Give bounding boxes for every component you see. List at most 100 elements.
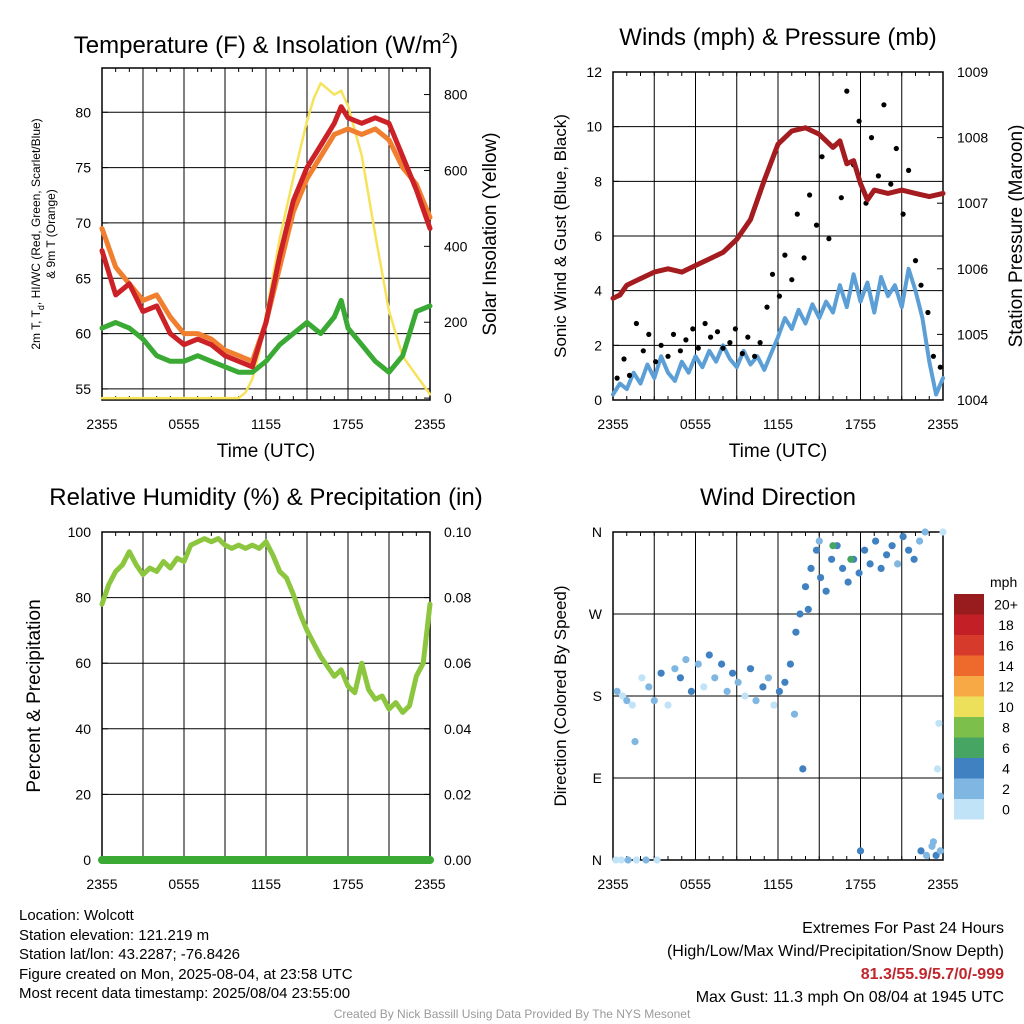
x-tick-label: 1755 (332, 416, 363, 432)
legend-label: 4 (1002, 760, 1010, 776)
x-tick-label: 1755 (332, 876, 363, 892)
y2-tick-label: 1005 (957, 326, 988, 342)
y-tick-label: 80 (75, 104, 91, 120)
gust-point (906, 167, 912, 173)
chart-title: Wind Direction (700, 484, 856, 511)
y-tick-label: 0 (594, 392, 602, 408)
direction-point (734, 678, 742, 686)
series-line-2m-t (99, 104, 433, 370)
direction-point (856, 847, 865, 855)
y-tick-label: 12 (586, 64, 602, 80)
gust-point (918, 282, 924, 288)
y-tick-label: 20 (75, 786, 91, 802)
direction-point (936, 847, 944, 855)
gust-point (640, 348, 646, 354)
direction-point (839, 564, 847, 573)
x-axis-label: Time (UTC) (217, 441, 316, 462)
gust-point (794, 211, 800, 217)
direction-point (792, 628, 800, 636)
series-line-sonic-wind (611, 266, 945, 397)
panel-wind_direction: Wind Direction 2355 0555 1155 1755 2355 N E S W N D… (551, 484, 1018, 892)
y2-tick-label: 1008 (957, 130, 988, 146)
y2-tick-label: 400 (444, 238, 468, 254)
direction-point (711, 674, 719, 682)
direction-point (790, 710, 799, 718)
direction-point (822, 587, 830, 595)
direction-point (815, 537, 823, 545)
direction-point (877, 564, 885, 573)
y2-tick-label: 800 (444, 87, 468, 103)
gust-point (813, 222, 820, 228)
direction-point (676, 674, 685, 682)
y2-tick-label: 0.10 (444, 524, 471, 540)
chart-title-superscript: 2 (442, 30, 450, 47)
direction-point (861, 546, 869, 554)
direction-point (653, 856, 661, 864)
direction-point (759, 683, 767, 691)
direction-point (894, 560, 902, 568)
direction-point (770, 701, 778, 709)
y2-tick-label: 1007 (957, 195, 988, 211)
gust-point (881, 102, 887, 108)
legend-label: 14 (998, 658, 1014, 674)
direction-point (631, 738, 639, 746)
direction-point (935, 719, 943, 727)
direction-point (775, 687, 784, 696)
y2-axis-label: Station Pressure (Maroon) (1006, 125, 1024, 348)
x-tick-label: 1155 (251, 416, 281, 432)
direction-point (807, 564, 815, 573)
direction-point (705, 651, 713, 659)
y2-tick-label: 1006 (957, 261, 988, 277)
direction-point (799, 765, 807, 773)
legend-label: 6 (1002, 740, 1010, 756)
direction-point (613, 687, 621, 696)
gust-point (683, 337, 689, 343)
gust-point (621, 356, 627, 362)
legend-label: 8 (1002, 719, 1010, 735)
direction-point (619, 692, 627, 700)
gust-point (868, 135, 875, 141)
legend-swatch (954, 655, 984, 676)
y2-tick-label: 600 (444, 162, 468, 178)
y2-axis-label: Solar Insolation (Yellow) (480, 132, 501, 335)
x-tick-label: 1755 (845, 876, 876, 892)
y-axis-label: Sonic Wind & Gust (Blue, Black) (551, 114, 570, 358)
x-tick-label: 1155 (251, 876, 281, 892)
direction-point (866, 560, 874, 568)
gust-point (677, 348, 684, 354)
x-tick-label: 1155 (763, 876, 793, 892)
direction-point (847, 555, 855, 563)
y2-tick-label: 0.06 (444, 655, 471, 671)
gust-point (838, 195, 844, 201)
direction-point (801, 583, 810, 591)
y-tick-label: W (589, 606, 603, 622)
y-axis-label-subscript: d (36, 305, 46, 310)
x-tick-label: 2355 (86, 416, 117, 432)
gust-point (702, 320, 708, 327)
gust-point (727, 340, 733, 346)
x-tick-label: 0555 (680, 416, 711, 432)
gust-point (665, 353, 671, 359)
gust-point (930, 353, 937, 359)
gust-point (782, 252, 788, 258)
legend-swatch (954, 696, 984, 717)
figure-created: Figure created on Mon, 2025-08-04, at 23… (19, 965, 353, 983)
gust-point (789, 277, 795, 283)
direction-point (729, 669, 737, 677)
gust-point (937, 364, 943, 370)
chart-title: Winds (mph) & Pressure (mb) (619, 24, 936, 51)
y-tick-label: 6 (594, 228, 602, 244)
x-tick-label: 2355 (927, 876, 958, 892)
x-tick-label: 2355 (597, 416, 628, 432)
x-tick-label: 1155 (763, 416, 793, 432)
legend-label: 20+ (994, 596, 1018, 612)
extremes-values: 81.3/55.9/5.7/0/-999 (860, 966, 1004, 983)
direction-point (700, 683, 708, 691)
direction-point (664, 701, 672, 709)
x-axis-label: Time (UTC) (729, 441, 828, 462)
direction-point (817, 574, 825, 582)
direction-point (752, 697, 760, 705)
direction-point (628, 701, 636, 709)
gust-point (614, 375, 620, 381)
